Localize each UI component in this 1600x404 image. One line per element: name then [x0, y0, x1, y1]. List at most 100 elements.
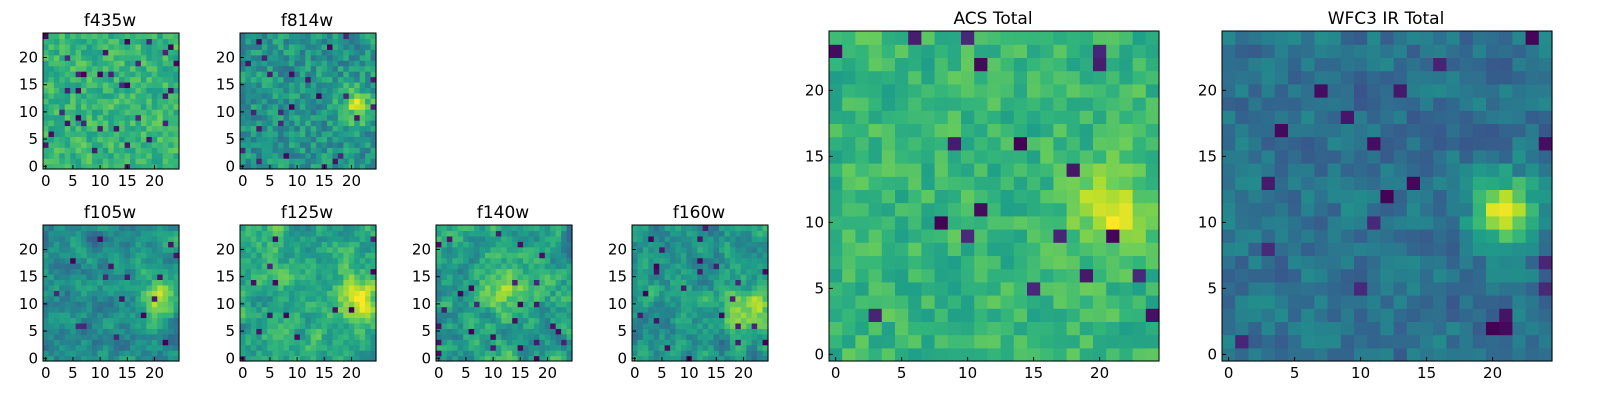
- heatmap-cell: [534, 279, 540, 285]
- heatmap-cell: [974, 123, 988, 137]
- heatmap-cell: [1235, 269, 1249, 283]
- heatmap-cell: [714, 236, 720, 242]
- heatmap-cell: [654, 285, 660, 291]
- heatmap-cell: [300, 158, 306, 164]
- heatmap-cell: [1222, 242, 1236, 256]
- heatmap-cell: [882, 57, 896, 71]
- heatmap-cell: [708, 285, 714, 291]
- heatmap-cell: [349, 98, 355, 104]
- heatmap-cell: [746, 290, 752, 296]
- heatmap-cell: [245, 241, 251, 247]
- heatmap-cell: [365, 109, 371, 115]
- heatmap-cell: [305, 323, 311, 329]
- heatmap-cell: [719, 339, 725, 345]
- heatmap-cell: [869, 31, 883, 45]
- heatmap-cell: [496, 307, 502, 313]
- heatmap-cell: [1407, 150, 1421, 164]
- heatmap-cell: [1314, 308, 1328, 322]
- heatmap-cell: [474, 258, 480, 264]
- heatmap-cell: [1067, 176, 1081, 190]
- heatmap-cell: [322, 98, 328, 104]
- heatmap-cell: [48, 158, 54, 164]
- heatmap-cell: [1433, 163, 1447, 177]
- heatmap-cell: [469, 236, 475, 242]
- heatmap-cell: [447, 312, 453, 318]
- heatmap-cell: [97, 230, 103, 236]
- heatmap-cell: [114, 230, 120, 236]
- heatmap-cell: [322, 158, 328, 164]
- heatmap-cell: [670, 274, 676, 280]
- heatmap-cell: [54, 345, 60, 351]
- heatmap-cell: [146, 147, 152, 153]
- heatmap-cell: [842, 308, 856, 322]
- heatmap-cell: [311, 350, 317, 356]
- heatmap-cell: [365, 296, 371, 302]
- heatmap-cell: [501, 225, 507, 231]
- heatmap-cell: [273, 60, 279, 66]
- heatmap-cell: [360, 328, 366, 334]
- heatmap-cell: [1380, 255, 1394, 269]
- heatmap-cell: [752, 312, 758, 318]
- heatmap-cell: [267, 252, 273, 258]
- heatmap-cell: [545, 247, 551, 253]
- heatmap-cell: [1354, 137, 1368, 151]
- heatmap-cell: [87, 225, 93, 231]
- heatmap-cell: [550, 241, 556, 247]
- heatmap-cell: [65, 317, 71, 323]
- heatmap-cell: [757, 274, 763, 280]
- heatmap-cell: [114, 236, 120, 242]
- x-tick-label: 0: [238, 364, 248, 382]
- heatmap-cell: [54, 307, 60, 313]
- heatmap-cell: [485, 269, 491, 275]
- heatmap-cell: [354, 285, 360, 291]
- heatmap-cell: [935, 269, 949, 283]
- heatmap-cell: [637, 328, 643, 334]
- heatmap-cell: [1133, 97, 1147, 111]
- heatmap-cell: [1106, 229, 1120, 243]
- heatmap-cell: [43, 87, 49, 93]
- heatmap-cell: [311, 247, 317, 253]
- heatmap-cell: [240, 98, 246, 104]
- heatmap-cell: [146, 290, 152, 296]
- heatmap-cell: [76, 38, 82, 44]
- heatmap-cell: [163, 104, 169, 110]
- heatmap-cell: [1146, 31, 1160, 45]
- heatmap-cell: [135, 296, 141, 302]
- heatmap-cell: [48, 323, 54, 329]
- heatmap-cell: [1040, 57, 1054, 71]
- heatmap-cell: [108, 87, 114, 93]
- heatmap-cell: [267, 147, 273, 153]
- heatmap-cell: [447, 290, 453, 296]
- heatmap-cell: [103, 317, 109, 323]
- heatmap-cell: [518, 290, 524, 296]
- heatmap-cell: [59, 109, 65, 115]
- heatmap-cell: [882, 163, 896, 177]
- heatmap-cell: [1486, 229, 1500, 243]
- x-tick-label: 10: [484, 364, 503, 382]
- heatmap-cell: [480, 252, 486, 258]
- heatmap-cell: [752, 258, 758, 264]
- heatmap-cell: [273, 71, 279, 77]
- heatmap-cell: [882, 321, 896, 335]
- heatmap-cell: [447, 307, 453, 313]
- heatmap-cell: [1301, 137, 1315, 151]
- heatmap-cell: [327, 104, 333, 110]
- heatmap-cell: [463, 301, 469, 307]
- heatmap-cell: [895, 295, 909, 309]
- heatmap-cell: [294, 71, 300, 77]
- heatmap-cell: [76, 274, 82, 280]
- heatmap-cell: [1080, 321, 1094, 335]
- heatmap-cell: [518, 247, 524, 253]
- heatmap-cell: [1512, 176, 1526, 190]
- heatmap-cell: [327, 236, 333, 242]
- heatmap-cell: [523, 345, 529, 351]
- heatmap-cell: [1433, 203, 1447, 217]
- heatmap-cell: [665, 323, 671, 329]
- heatmap-cell: [354, 33, 360, 39]
- heatmap-cell: [256, 290, 262, 296]
- heatmap-cell: [354, 147, 360, 153]
- heatmap-cell: [752, 274, 758, 280]
- heatmap-cell: [1539, 189, 1553, 203]
- heatmap-cell: [316, 230, 322, 236]
- heatmap-cell: [556, 252, 562, 258]
